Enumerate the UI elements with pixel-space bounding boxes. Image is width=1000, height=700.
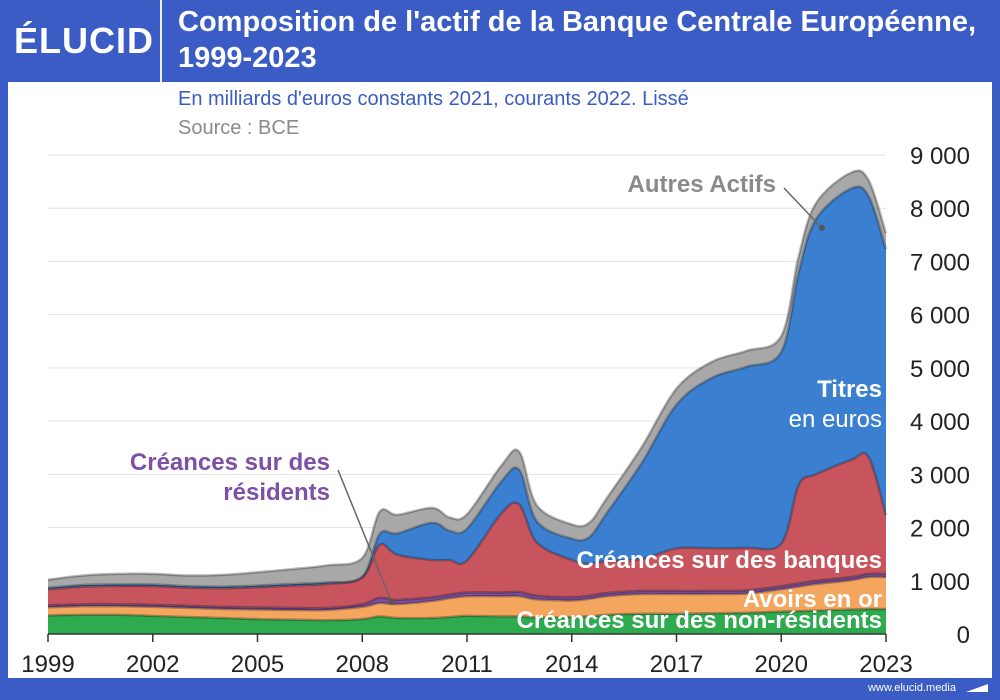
label-residents: Créances sur des [130, 449, 330, 476]
y-axis: 0 1 000 2 000 3 000 4 000 5 000 6 000 7 000 8 00… [910, 143, 970, 649]
series-line-2 [47, 572, 887, 610]
logo-divider [160, 0, 162, 82]
area-series [48, 170, 886, 634]
x-tick-label: 2005 [231, 651, 284, 678]
y-tick-label: 8 000 [910, 196, 970, 223]
series-line-5 [47, 169, 888, 581]
leader-autres [783, 187, 821, 227]
leader-dot-autres [819, 225, 825, 231]
series-line-0 [47, 607, 887, 622]
y-tick-label: 3 000 [910, 462, 970, 489]
x-tick-label: 2014 [545, 651, 598, 678]
area-4 [48, 186, 886, 590]
series-line-4 [47, 185, 888, 589]
y-tick-label: 1 000 [910, 569, 970, 596]
label-titres: Titres [817, 376, 882, 403]
x-tick-label: 2002 [126, 651, 179, 678]
label-residents-2: résidents [223, 479, 330, 506]
y-tick-label: 9 000 [910, 143, 970, 170]
area-3 [48, 452, 886, 609]
footer-url: www.elucid.media [867, 682, 956, 694]
series-labels: Titres en euros Autres Actifs Créances sur … [130, 171, 882, 634]
label-banques: Créances sur des banques [577, 547, 882, 574]
leader-residents [337, 469, 391, 599]
x-axis: 1999 2002 2005 2008 2011 2014 2017 2020 2023 [21, 633, 913, 678]
area-0 [48, 608, 886, 634]
elucid-logo: ÉLUCID [14, 20, 154, 61]
series-outlines [47, 169, 888, 622]
label-non-residents: Créances sur des non-résidents [517, 607, 882, 634]
x-tick-label: 2008 [336, 651, 389, 678]
x-tick-label: 2017 [650, 651, 703, 678]
label-or: Avoirs en or [743, 586, 882, 613]
label-autres-actifs: Autres Actifs [628, 171, 776, 198]
y-tick-label: 7 000 [910, 249, 970, 276]
area-1 [48, 576, 886, 621]
y-tick-label: 4 000 [910, 409, 970, 436]
chart-source: Source : BCE [178, 117, 300, 139]
elucid-mark-icon [966, 684, 988, 692]
y-tick-label: 5 000 [910, 356, 970, 383]
header-bar: ÉLUCID Composition de l'actif de la Banq… [0, 0, 1000, 82]
leader-dot-residents [389, 599, 395, 605]
x-tick-label: 2023 [859, 651, 912, 678]
x-tick-label: 2020 [755, 651, 808, 678]
series-line-3 [47, 451, 888, 591]
chart-subtitle: En milliards d'euros constants 2021, cou… [178, 88, 689, 110]
chart-title: Composition de l'actif de la Banque Cent… [178, 6, 977, 74]
y-tick-label: 0 [957, 622, 970, 649]
y-tick-label: 2 000 [910, 516, 970, 543]
y-tick-label: 6 000 [910, 303, 970, 330]
x-tick-label: 2011 [441, 651, 493, 678]
label-titres-2: en euros [789, 406, 882, 433]
area-2 [48, 573, 886, 611]
x-tick-label: 1999 [21, 651, 74, 678]
series-line-1 [47, 575, 887, 612]
